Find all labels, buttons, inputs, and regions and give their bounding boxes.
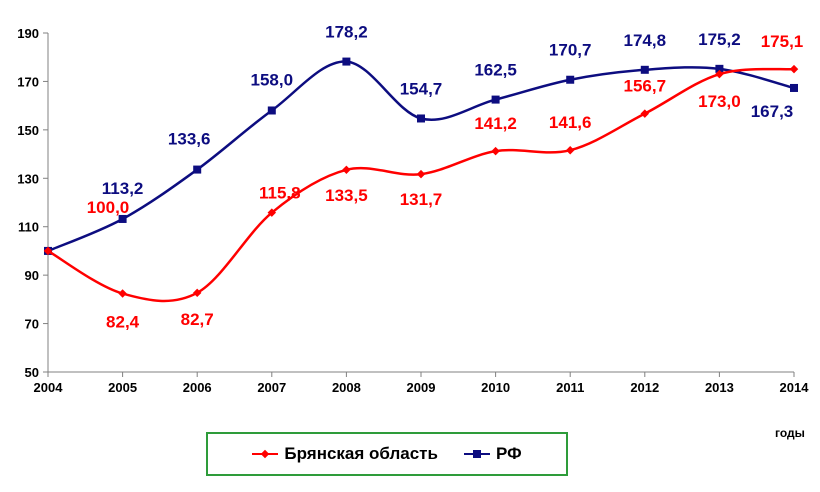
data-point-rf	[417, 114, 425, 123]
data-point-bryansk	[342, 165, 351, 175]
data-point-rf	[790, 83, 798, 92]
data-label: 156,7	[624, 77, 667, 96]
legend-label-rf: РФ	[495, 444, 522, 463]
x-tick-label: 2013	[705, 380, 734, 395]
series-line-1	[47, 60, 795, 253]
data-label: 113,2	[102, 179, 144, 198]
data-point-rf	[342, 57, 351, 66]
data-point-bryansk	[192, 288, 202, 298]
x-tick-label: 2005	[108, 380, 137, 395]
data-label: 178,2	[325, 23, 368, 42]
x-tick-label: 2007	[257, 380, 286, 395]
legend-swatch-bryansk	[252, 448, 279, 460]
data-point-rf	[267, 106, 276, 115]
data-point-rf	[640, 65, 649, 74]
data-label: 133,6	[168, 130, 211, 149]
legend-label-bryansk: Брянская область	[284, 444, 438, 463]
data-point-bryansk	[118, 289, 127, 298]
chart-axes: 50 70 90 110 130 150 170 190 2004 2005 2006 2007 200…	[17, 26, 809, 395]
data-label: 167,3	[751, 102, 794, 121]
data-label: 170,7	[549, 41, 592, 60]
data-label: 141,2	[474, 114, 517, 133]
x-tick-label: 2014	[780, 380, 810, 395]
legend-swatch-rf	[463, 448, 490, 460]
data-label: 174,8	[624, 31, 667, 50]
x-tick-label: 2012	[630, 380, 659, 395]
y-tick-label: 170	[17, 74, 39, 89]
data-label: 158,0	[251, 70, 294, 89]
y-tick-label: 110	[18, 220, 39, 235]
data-point-rf	[715, 64, 724, 73]
data-label: 82,7	[181, 310, 214, 329]
y-tick-label: 50	[25, 365, 39, 380]
x-tick-label: 2008	[332, 380, 361, 395]
y-tick-label: 70	[25, 317, 39, 332]
data-point-rf	[566, 75, 575, 84]
series-line-0	[47, 67, 795, 303]
data-label: 162,5	[474, 61, 517, 80]
data-label: 82,4	[106, 313, 140, 332]
data-label: 100,0	[87, 198, 130, 217]
x-tick-label: 2004	[34, 380, 64, 395]
y-tick-label: 130	[17, 171, 39, 186]
data-point-rf	[193, 165, 202, 174]
data-point-rf	[491, 95, 500, 104]
y-tick-label: 150	[17, 123, 39, 138]
legend-item-bryansk: Брянская область	[252, 444, 438, 464]
data-point-bryansk	[565, 145, 575, 155]
x-axis-label: годы	[775, 426, 805, 440]
chart-data-labels: 100,0 82,4 82,7 115,8 133,5 131,7 141,2 141,6 15…	[87, 23, 804, 332]
x-tick-label: 2011	[556, 380, 584, 395]
data-point-bryansk	[267, 208, 277, 217]
x-tick-label: 2006	[183, 380, 212, 395]
data-label: 175,1	[761, 32, 804, 51]
legend-item-rf: РФ	[463, 444, 522, 464]
data-label: 131,7	[400, 190, 443, 209]
y-tick-label: 190	[17, 26, 39, 41]
data-label: 133,5	[325, 186, 368, 205]
data-point-rf	[118, 214, 127, 223]
data-point-bryansk	[789, 64, 799, 74]
data-label: 154,7	[400, 79, 443, 98]
data-label: 175,2	[698, 30, 741, 49]
data-point-bryansk	[416, 169, 426, 179]
data-label: 115,8	[259, 184, 301, 203]
y-tick-label: 90	[25, 268, 39, 283]
legend: Брянская область РФ	[206, 432, 568, 476]
x-tick-label: 2009	[407, 380, 436, 395]
x-tick-label: 2010	[481, 380, 510, 395]
data-label: 141,6	[549, 113, 592, 132]
data-point-bryansk	[491, 146, 500, 156]
data-point-bryansk	[43, 246, 53, 256]
data-label: 173,0	[698, 92, 741, 111]
